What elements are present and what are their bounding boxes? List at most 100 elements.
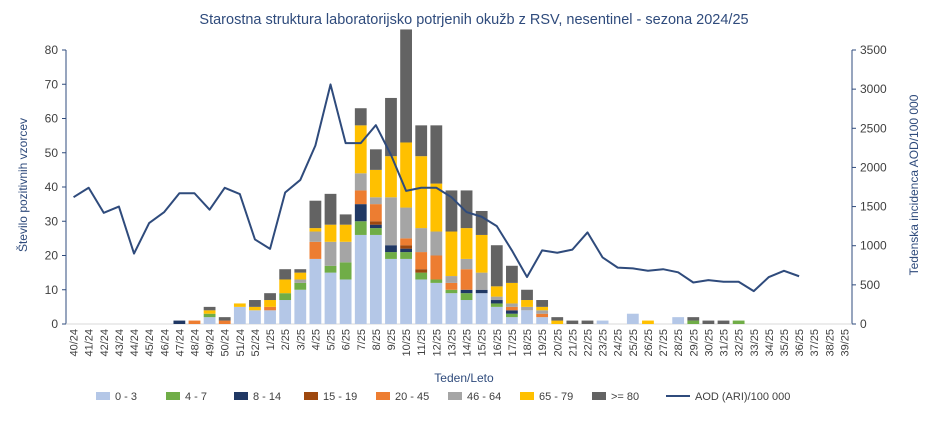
x-tick-label: 10/25 <box>401 329 413 357</box>
legend-label: 15 - 19 <box>323 391 357 403</box>
legend-swatch <box>448 392 462 400</box>
bar-segment <box>324 272 337 324</box>
bar-segment <box>324 193 337 225</box>
y-tick-label: 50 <box>45 146 59 160</box>
legend-label: 0 - 3 <box>115 391 137 403</box>
bar-segment <box>475 293 488 324</box>
x-tick-label: 22/25 <box>582 329 594 357</box>
bar-segment <box>415 269 428 273</box>
bar-segment <box>188 320 201 324</box>
x-tick-label: 21/25 <box>567 329 579 357</box>
bar-segment <box>324 265 337 273</box>
bar-segment <box>354 221 367 235</box>
y2-tick-label: 1500 <box>860 200 887 214</box>
bar-segment <box>460 269 473 290</box>
x-tick-label: 43/24 <box>114 329 126 357</box>
bar-segment <box>173 320 186 324</box>
bar-segment <box>369 197 382 205</box>
bar-segment <box>400 142 412 208</box>
x-tick-label: 20/25 <box>552 329 564 357</box>
bar-segment <box>264 310 276 324</box>
bar-segment <box>551 317 564 321</box>
bar-segment <box>445 289 458 294</box>
x-tick-label: 42/24 <box>99 329 111 357</box>
bar-segment <box>385 245 397 253</box>
bar-segment <box>279 269 292 280</box>
x-tick-label: 37/25 <box>809 329 821 357</box>
bar-segment <box>415 252 428 270</box>
y2-tick-label: 3000 <box>860 82 887 96</box>
bar-segment <box>672 317 685 324</box>
x-tick-label: 44/24 <box>129 329 141 357</box>
x-tick-label: 48/24 <box>189 329 201 357</box>
bar-segment <box>596 320 609 324</box>
bar-segment <box>294 282 307 290</box>
y2-tick-label: 1000 <box>860 239 887 253</box>
bar-segment <box>203 310 216 314</box>
bar-segment <box>415 279 428 324</box>
y-tick-label: 80 <box>45 43 59 57</box>
bar-segment <box>309 231 322 242</box>
x-tick-label: 12/25 <box>431 329 443 357</box>
bar-segment <box>642 320 654 324</box>
bar-segment <box>460 293 473 301</box>
legend-label: 20 - 45 <box>395 391 429 403</box>
x-tick-label: 1/25 <box>265 329 277 350</box>
bar-segment <box>369 228 382 235</box>
x-tick-label: 13/25 <box>446 329 458 357</box>
bar-segment <box>339 279 352 324</box>
bar-segment <box>506 317 518 324</box>
y-tick-label: 0 <box>51 317 58 331</box>
x-tick-label: 32/25 <box>734 329 746 357</box>
bar-segment <box>415 156 428 229</box>
bar-segment <box>490 245 503 287</box>
bar-segment <box>475 234 488 273</box>
bar-segment <box>309 241 322 259</box>
x-tick-label: 8/25 <box>371 329 383 350</box>
y-tick-label: 30 <box>45 214 59 228</box>
x-tick-label: 15/25 <box>477 329 489 357</box>
y-tick-label: 20 <box>45 249 59 263</box>
bar-segment <box>369 221 382 225</box>
bar-segment <box>203 313 216 318</box>
bar-segment <box>445 231 458 277</box>
bar-segment <box>354 173 367 191</box>
axes: 0 10 20 30 40 50 60 70 80 0 500 1000 1500 2000 2500 300… <box>45 43 887 357</box>
bar-segment <box>385 97 397 157</box>
x-tick-label: 33/25 <box>749 329 761 357</box>
bar-segment <box>400 258 412 324</box>
x-tick-label: 40/24 <box>69 329 81 357</box>
bar-segment <box>264 300 276 307</box>
bar-segment <box>385 258 397 324</box>
bar-segment <box>687 317 700 321</box>
bar-segment <box>294 289 307 324</box>
bar-segment <box>354 204 367 222</box>
x-tick-label: 47/24 <box>174 329 186 357</box>
bar-segment <box>536 300 549 307</box>
bar-segment <box>385 252 397 259</box>
x-tick-label: 36/25 <box>794 329 806 357</box>
x-tick-label: 26/25 <box>643 329 655 357</box>
chart-title: Starostna struktura laboratorijsko potrj… <box>199 12 748 28</box>
bar-segment <box>551 320 564 324</box>
bar-segment <box>490 300 503 304</box>
legend-label: 4 - 7 <box>185 391 207 403</box>
bar-segment <box>339 214 352 225</box>
bar-segment <box>324 241 337 266</box>
bar-segment <box>294 279 307 283</box>
x-tick-label: 34/25 <box>764 329 776 357</box>
bar-segment <box>324 224 337 242</box>
bar-segment <box>309 228 322 232</box>
bar-segment <box>354 125 367 174</box>
legend-label: AOD (ARI)/100 000 <box>695 391 790 403</box>
bar-segment <box>430 183 443 232</box>
x-tick-label: 50/24 <box>220 329 232 357</box>
bar-segment <box>354 190 367 205</box>
x-tick-label: 3/25 <box>295 329 307 350</box>
bar-segment <box>430 282 443 324</box>
bar-segment <box>475 289 488 294</box>
x-tick-label: 5/25 <box>326 329 338 350</box>
legend-swatch <box>520 392 534 400</box>
bar-segment <box>506 310 518 314</box>
x-tick-label: 51/24 <box>235 329 247 357</box>
